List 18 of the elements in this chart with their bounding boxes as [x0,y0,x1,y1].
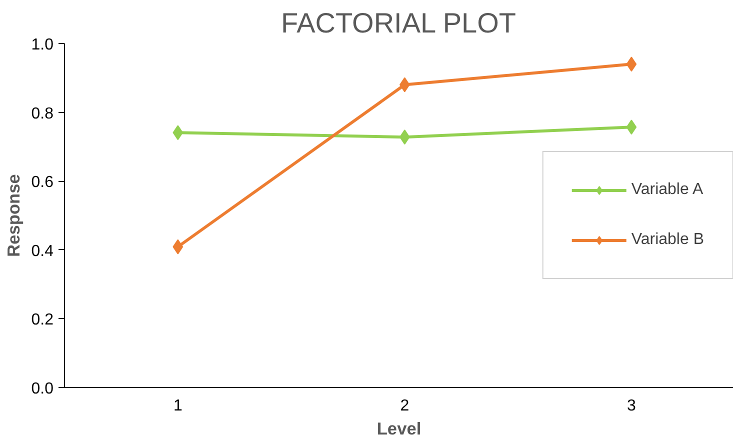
y-tick-label: 1.0 [31,36,54,54]
legend-label: Variable A [631,181,704,199]
chart-title: FACTORIAL PLOT [281,8,516,38]
point [172,125,184,140]
y-tick-label: 0.2 [31,312,54,329]
y-tick-label: 0.6 [31,174,54,192]
y-tick-label: 0.0 [31,380,54,398]
point [626,56,637,72]
point [626,120,637,135]
x-axis-title: Level [376,418,422,438]
x-tick-label: 1 [173,398,182,414]
point [172,239,184,254]
x-tick-label: 2 [400,398,410,414]
y-tick-label: 0.4 [31,242,54,260]
y-tick-label: 0.8 [31,105,54,122]
x-tick-label: 3 [627,398,636,414]
legend-label: Variable B [631,231,704,249]
y-axis-title: Response [3,174,24,257]
